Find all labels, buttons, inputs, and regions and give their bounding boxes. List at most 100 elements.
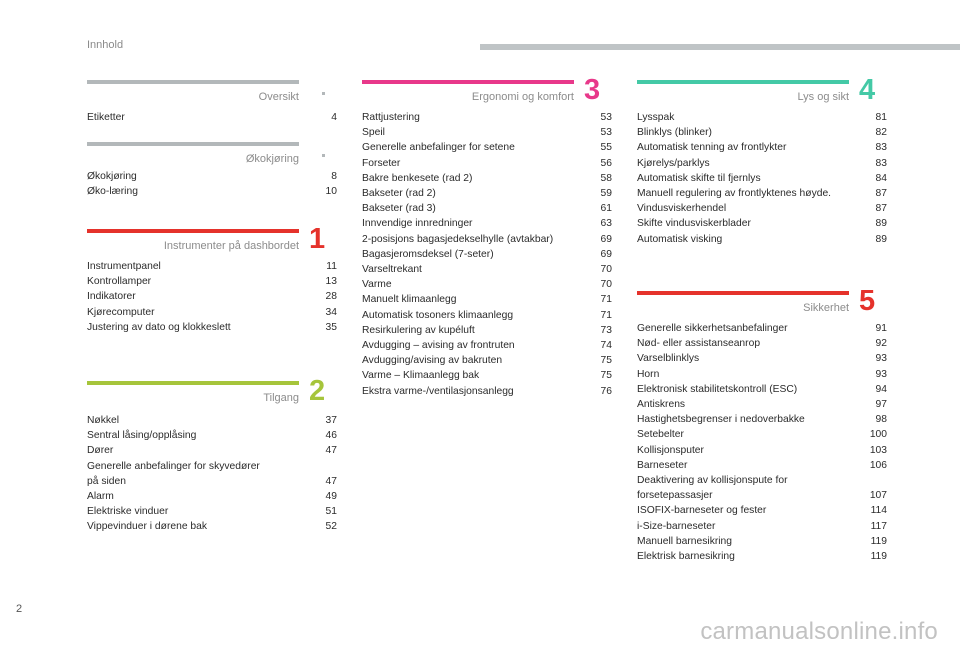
toc-entry[interactable]: Barneseter 106 xyxy=(637,458,887,473)
toc-entry-label: Kjørelys/parklys xyxy=(637,157,710,169)
toc-entry-page: 49 xyxy=(325,491,337,503)
toc-entry[interactable]: Avdugging – avising av frontruten 74 xyxy=(362,338,612,353)
toc-entry-label: Elektriske vinduer xyxy=(87,506,169,518)
toc-entry[interactable]: Forseter 56 xyxy=(362,156,612,171)
toc-entry[interactable]: Sentral låsing/opplåsing 46 xyxy=(87,428,337,443)
toc-entry[interactable]: Elektrisk barnesikring 119 xyxy=(637,549,887,564)
toc-entry-label: Varme xyxy=(362,279,392,291)
toc-entry-label: Bakseter (rad 3) xyxy=(362,203,436,215)
toc-entry[interactable]: Kjørelys/parklys 83 xyxy=(637,156,887,171)
toc-entry[interactable]: Generelle sikkerhetsanbefalinger 91 xyxy=(637,321,887,336)
toc-entry-label: Bakseter (rad 2) xyxy=(362,188,436,200)
toc-entry[interactable]: Generelle anbefalinger for setene 55 xyxy=(362,140,612,155)
toc-entry[interactable]: Automatisk skifte til fjernlys 84 xyxy=(637,171,887,186)
toc-entry[interactable]: Nød- eller assistanseanrop 92 xyxy=(637,336,887,351)
toc-entry-page: 89 xyxy=(875,218,887,230)
toc-entry-page: 82 xyxy=(875,127,887,139)
toc-entry[interactable]: ISOFIX-barneseter og fester 114 xyxy=(637,503,887,518)
toc-entry-label: Kollisjonsputer xyxy=(637,444,704,456)
toc-entry[interactable]: Manuell regulering av frontlyktenes høyd… xyxy=(637,186,887,201)
toc-entry-page: 73 xyxy=(600,324,612,336)
toc-entry-page: 100 xyxy=(869,429,887,441)
toc-entry[interactable]: Deaktivering av kollisjonspute for forse… xyxy=(637,473,887,503)
toc-entry[interactable]: Bakseter (rad 2) 59 xyxy=(362,186,612,201)
toc-entry-label: ISOFIX-barneseter og fester xyxy=(637,505,767,517)
toc-entry[interactable]: Justering av dato og klokkeslett 35 xyxy=(87,320,337,335)
toc-entry-label: Generelle anbefalinger for setene xyxy=(362,142,515,154)
toc-entry[interactable]: Antiskrens 97 xyxy=(637,397,887,412)
toc-entry[interactable]: 2-posisjons bagasjedekselhylle (avtakbar… xyxy=(362,232,612,247)
toc-entry-label: Resirkulering av kupéluft xyxy=(362,324,475,336)
toc-entry[interactable]: Rattjustering 53 xyxy=(362,110,612,125)
toc-entry-label: Horn xyxy=(637,368,660,380)
toc-entry[interactable]: Skifte vindusviskerblader 89 xyxy=(637,216,887,231)
toc-entry[interactable]: Kollisjonsputer 103 xyxy=(637,443,887,458)
section-title: Tilgang xyxy=(263,392,299,404)
toc-entry-page: 71 xyxy=(600,309,612,321)
section-number: 5 xyxy=(859,285,876,317)
toc-entry[interactable]: Alarm 49 xyxy=(87,489,337,504)
toc-entry[interactable]: Varselblinklys 93 xyxy=(637,351,887,366)
toc-entry[interactable]: Nøkkel 37 xyxy=(87,413,337,428)
toc-entry[interactable]: Manuelt klimaanlegg 71 xyxy=(362,292,612,307)
toc-entry-label: Kontrollamper xyxy=(87,276,152,288)
toc-entry[interactable]: Øko-læring 10 xyxy=(87,184,337,199)
toc-entry[interactable]: Hastighetsbegrenser i nedoverbakke 98 xyxy=(637,412,887,427)
toc-entry[interactable]: Bakre benkesete (rad 2) 58 xyxy=(362,171,612,186)
toc-entry-page: 107 xyxy=(869,490,887,502)
toc-entry[interactable]: Resirkulering av kupéluft 73 xyxy=(362,323,612,338)
toc-entry[interactable]: Generelle anbefalinger for skyvedører på… xyxy=(87,459,337,489)
toc-entry-label: Avdugging – avising av frontruten xyxy=(362,340,515,352)
toc-entry[interactable]: Vindusviskerhendel 87 xyxy=(637,201,887,216)
toc-entry[interactable]: Manuell barnesikring 119 xyxy=(637,534,887,549)
toc-entry-label: Sentral låsing/opplåsing xyxy=(87,430,197,442)
toc-entry[interactable]: Etiketter 4 xyxy=(87,110,337,125)
toc-entry-label: Rattjustering xyxy=(362,112,420,123)
toc-entry-label: i-Size-barneseter xyxy=(637,520,716,532)
toc-entry[interactable]: Kjørecomputer 34 xyxy=(87,305,337,320)
toc-entry-page: 98 xyxy=(875,414,887,426)
toc-entry[interactable]: Instrumentpanel 11 xyxy=(87,259,337,274)
toc-entry-page: 87 xyxy=(875,188,887,200)
toc-entry[interactable]: Bakseter (rad 3) 61 xyxy=(362,201,612,216)
toc-entry[interactable]: Ekstra varme-/ventilasjonsanlegg 76 xyxy=(362,384,612,399)
toc-entry-label: Antiskrens xyxy=(637,399,686,411)
section-bar xyxy=(637,80,849,84)
toc-entry[interactable]: Bagasjeromsdeksel (7-seter) 69 xyxy=(362,247,612,262)
toc-entry-page: 69 xyxy=(600,233,612,245)
toc-entry[interactable]: Elektronisk stabilitetskontroll (ESC) 94 xyxy=(637,382,887,397)
toc-entry[interactable]: Vippevinduer i dørene bak 52 xyxy=(87,519,337,534)
toc-entry[interactable]: Avdugging/avising av bakruten 75 xyxy=(362,353,612,368)
toc-entry-page: 69 xyxy=(600,248,612,260)
toc-entry[interactable]: Setebelter 100 xyxy=(637,427,887,442)
toc-entry[interactable]: Varseltrekant 70 xyxy=(362,262,612,277)
toc-entry[interactable]: Speil 53 xyxy=(362,125,612,140)
toc-entry[interactable]: Varme 70 xyxy=(362,277,612,292)
toc-entry[interactable]: Innvendige innredninger 63 xyxy=(362,216,612,231)
toc-entry-label: Lysspak xyxy=(637,112,675,123)
toc-entry[interactable]: Horn 93 xyxy=(637,367,887,382)
toc-entry-label: Generelle anbefalinger for skyvedører på… xyxy=(87,460,260,487)
toc-entry-page: 56 xyxy=(600,157,612,169)
toc-entry-page: 70 xyxy=(600,264,612,276)
toc-entry-page: 34 xyxy=(325,306,337,318)
toc-entry[interactable]: Lysspak 81 xyxy=(637,110,887,125)
toc-entry[interactable]: i-Size-barneseter 117 xyxy=(637,519,887,534)
toc-entry[interactable]: Kontrollamper 13 xyxy=(87,274,337,289)
toc-entry-label: Manuelt klimaanlegg xyxy=(362,294,457,306)
toc-entry-label: Forseter xyxy=(362,157,401,169)
toc-entry[interactable]: Dører 47 xyxy=(87,443,337,458)
toc-entry[interactable]: Automatisk tenning av frontlykter 83 xyxy=(637,140,887,155)
toc-entry[interactable]: Elektriske vinduer 51 xyxy=(87,504,337,519)
toc-entry[interactable]: Økokjøring 8 xyxy=(87,169,337,184)
toc-entry[interactable]: Indikatorer 28 xyxy=(87,289,337,304)
toc-entry-label: Varme – Klimaanlegg bak xyxy=(362,370,480,382)
entry-list: Generelle sikkerhetsanbefalinger 91 Nød- e… xyxy=(637,321,887,564)
toc-entry[interactable]: Automatisk tosoners klimaanlegg 71 xyxy=(362,308,612,323)
toc-entry[interactable]: Varme – Klimaanlegg bak 75 xyxy=(362,368,612,383)
section-bar xyxy=(87,80,299,84)
toc-entry-page: 75 xyxy=(600,355,612,367)
toc-entry[interactable]: Blinklys (blinker) 82 xyxy=(637,125,887,140)
toc-entry-page: 119 xyxy=(870,551,887,563)
toc-entry[interactable]: Automatisk visking 89 xyxy=(637,232,887,247)
